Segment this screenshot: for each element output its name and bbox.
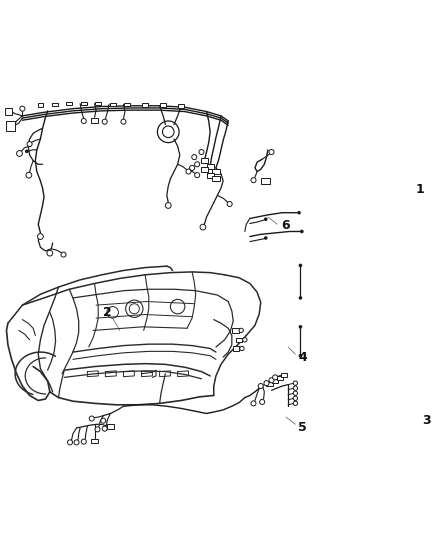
Bar bbox=[92, 439, 98, 443]
Bar bbox=[212, 169, 219, 174]
Circle shape bbox=[293, 396, 297, 400]
Text: 6: 6 bbox=[282, 219, 290, 232]
Circle shape bbox=[299, 296, 302, 300]
Bar bbox=[207, 173, 214, 177]
Circle shape bbox=[300, 230, 304, 233]
Bar bbox=[67, 102, 72, 106]
Circle shape bbox=[258, 384, 263, 389]
Circle shape bbox=[299, 325, 302, 329]
Circle shape bbox=[264, 381, 269, 386]
Text: 4: 4 bbox=[298, 351, 307, 364]
Circle shape bbox=[299, 264, 302, 267]
Circle shape bbox=[192, 155, 197, 159]
Circle shape bbox=[269, 378, 274, 383]
Circle shape bbox=[293, 381, 297, 385]
Bar bbox=[95, 102, 101, 106]
Bar bbox=[232, 328, 239, 333]
Bar bbox=[142, 103, 148, 107]
Bar bbox=[272, 379, 279, 383]
Circle shape bbox=[227, 201, 232, 207]
Bar bbox=[110, 102, 116, 106]
Circle shape bbox=[243, 337, 247, 342]
Circle shape bbox=[293, 386, 297, 390]
Circle shape bbox=[200, 224, 206, 230]
Circle shape bbox=[186, 169, 191, 174]
Circle shape bbox=[74, 440, 79, 445]
Circle shape bbox=[264, 236, 268, 240]
Circle shape bbox=[38, 233, 43, 239]
Text: 1: 1 bbox=[415, 183, 424, 196]
Bar bbox=[124, 102, 130, 106]
Bar bbox=[277, 376, 283, 380]
Circle shape bbox=[121, 119, 126, 124]
Bar bbox=[261, 178, 270, 184]
Circle shape bbox=[299, 354, 302, 358]
Text: 5: 5 bbox=[298, 422, 307, 434]
Bar bbox=[91, 118, 98, 124]
Bar bbox=[233, 346, 240, 351]
Circle shape bbox=[293, 401, 297, 406]
Circle shape bbox=[67, 440, 73, 445]
Circle shape bbox=[239, 328, 244, 333]
Circle shape bbox=[199, 149, 204, 155]
Circle shape bbox=[194, 162, 200, 167]
Bar bbox=[207, 164, 214, 169]
Bar bbox=[81, 102, 87, 106]
Circle shape bbox=[81, 439, 86, 444]
Circle shape bbox=[272, 375, 278, 380]
Circle shape bbox=[25, 149, 28, 153]
Circle shape bbox=[264, 217, 268, 221]
Circle shape bbox=[81, 118, 86, 124]
Bar bbox=[236, 337, 242, 342]
Circle shape bbox=[27, 142, 32, 147]
Circle shape bbox=[101, 418, 106, 423]
Bar bbox=[281, 373, 287, 377]
Circle shape bbox=[102, 426, 107, 431]
Text: 3: 3 bbox=[423, 414, 431, 427]
Circle shape bbox=[17, 151, 22, 156]
Circle shape bbox=[102, 119, 107, 124]
Bar bbox=[38, 103, 43, 107]
Circle shape bbox=[89, 416, 94, 421]
Circle shape bbox=[251, 401, 256, 406]
Circle shape bbox=[194, 173, 200, 177]
Text: 2: 2 bbox=[103, 306, 112, 319]
Circle shape bbox=[61, 252, 66, 257]
Bar bbox=[266, 382, 272, 386]
Bar bbox=[178, 104, 184, 108]
Bar bbox=[201, 158, 208, 163]
Circle shape bbox=[260, 399, 265, 405]
Bar bbox=[5, 108, 12, 115]
Bar bbox=[107, 424, 114, 429]
Circle shape bbox=[190, 165, 194, 171]
Circle shape bbox=[95, 427, 100, 432]
Circle shape bbox=[47, 251, 53, 256]
Bar bbox=[160, 103, 166, 107]
Bar bbox=[212, 176, 219, 181]
Circle shape bbox=[297, 211, 301, 214]
Circle shape bbox=[251, 177, 256, 183]
Bar bbox=[201, 167, 208, 172]
Circle shape bbox=[20, 106, 25, 111]
Circle shape bbox=[26, 172, 32, 178]
Bar bbox=[52, 102, 58, 106]
Circle shape bbox=[166, 203, 171, 208]
Circle shape bbox=[269, 149, 274, 155]
Circle shape bbox=[240, 346, 244, 351]
Bar bbox=[7, 121, 15, 131]
Circle shape bbox=[293, 391, 297, 395]
